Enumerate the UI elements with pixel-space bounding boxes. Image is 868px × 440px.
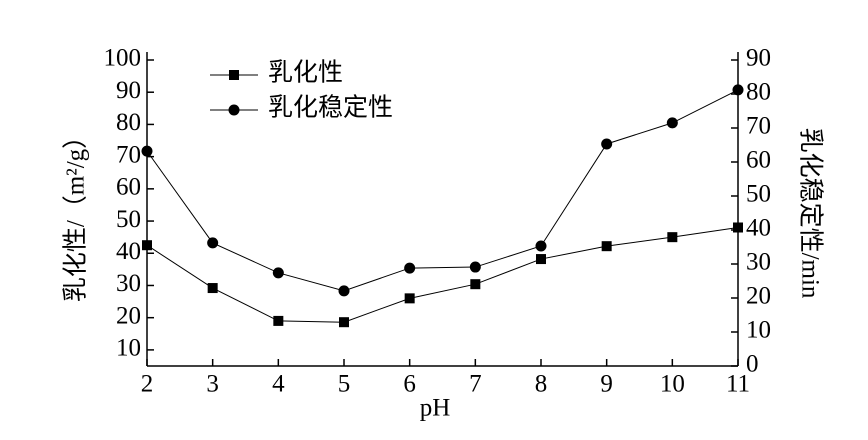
x-tick-label: 2 [141, 371, 154, 398]
y2-tick-label: 80 [746, 79, 771, 106]
y2-tick-label: 20 [746, 283, 771, 310]
marker [469, 261, 481, 273]
y2-tick-label: 30 [746, 249, 771, 276]
y2-tick-label: 40 [746, 215, 771, 242]
marker [339, 317, 349, 328]
series-line [146, 227, 739, 323]
x-axis-label: pH [420, 395, 451, 422]
marker [733, 222, 743, 233]
x-tick-label: 7 [469, 371, 482, 398]
marker [470, 279, 481, 290]
marker [535, 240, 547, 252]
y2-tick-label: 60 [746, 147, 771, 174]
y2-tick-label: 90 [746, 45, 771, 72]
y-tick-label: 90 [116, 77, 141, 104]
y-tick-label: 60 [116, 174, 141, 201]
marker [601, 241, 612, 252]
y2-tick-label: 0 [746, 351, 759, 378]
y2-axis-label: 乳化稳定性/min [796, 128, 824, 299]
y-tick-label: 10 [116, 335, 141, 362]
marker [404, 293, 415, 304]
legend-label: 乳化稳定性 [268, 94, 393, 122]
marker [273, 315, 284, 326]
y-tick-label: 20 [116, 302, 141, 329]
y-tick-label: 100 [104, 45, 142, 72]
marker [228, 104, 240, 116]
y2-tick-label: 50 [746, 181, 771, 208]
y-tick-label: 80 [116, 109, 141, 136]
marker [142, 240, 152, 251]
marker [338, 285, 350, 297]
marker [207, 283, 218, 294]
y-tick-label: 40 [116, 238, 141, 265]
marker [404, 262, 416, 274]
legend-label: 乳化性 [268, 59, 343, 87]
marker [732, 84, 744, 96]
marker [536, 254, 546, 265]
y2-tick-label: 10 [746, 317, 771, 344]
marker [272, 267, 284, 279]
y2-tick-label: 70 [746, 113, 771, 140]
x-tick-label: 5 [338, 371, 351, 398]
y-tick-label: 30 [116, 270, 141, 297]
x-tick-label: 8 [535, 371, 548, 398]
y-axis-label: 乳化性/（m²/g） [62, 124, 90, 302]
marker [141, 145, 153, 157]
marker [667, 232, 678, 243]
series-line [146, 89, 739, 292]
y-tick-label: 50 [116, 206, 141, 233]
x-tick-label: 10 [660, 371, 685, 398]
x-tick-label: 9 [600, 371, 613, 398]
marker [207, 237, 219, 249]
marker [666, 117, 678, 129]
x-tick-label: 4 [272, 371, 285, 398]
x-tick-label: 11 [726, 371, 750, 398]
x-tick-label: 3 [206, 371, 219, 398]
marker [601, 138, 613, 150]
marker [229, 70, 239, 80]
x-tick-label: 6 [403, 371, 416, 398]
y-tick-label: 70 [116, 141, 141, 168]
